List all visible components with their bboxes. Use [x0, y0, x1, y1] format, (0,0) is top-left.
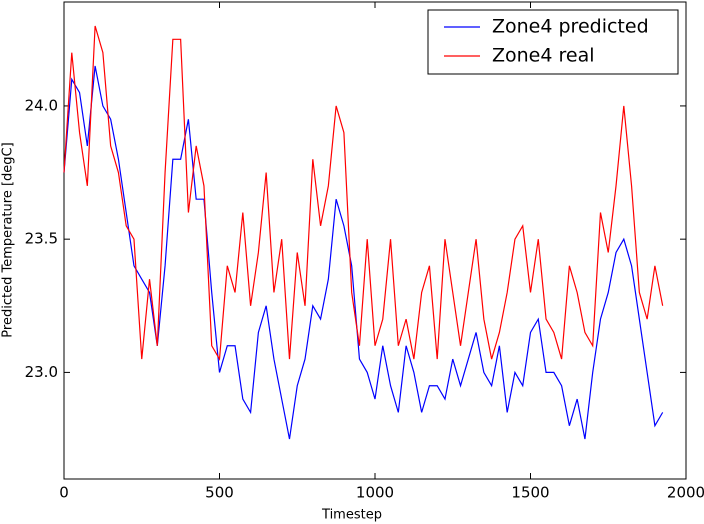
data-line	[63, 65, 664, 440]
x-tick-label: 1500	[511, 484, 549, 502]
y-axis-label: Predicted Temperature [degC]	[1, 142, 16, 337]
legend-label: Zone4 real	[492, 45, 595, 67]
x-tick-label: 500	[205, 484, 234, 502]
y-tick-label: 23.5	[25, 230, 58, 248]
y-tick-label: 23.0	[25, 363, 58, 381]
legend-box	[427, 9, 679, 75]
y-tick-label: 24.0	[25, 96, 58, 114]
x-tick-label: 2000	[667, 484, 704, 502]
x-tick-label: 1000	[356, 484, 394, 502]
legend-label: Zone4 predicted	[492, 16, 649, 38]
x-tick-label: 0	[59, 484, 69, 502]
x-axis-label: Timestep	[321, 508, 382, 523]
data-line	[63, 25, 664, 362]
